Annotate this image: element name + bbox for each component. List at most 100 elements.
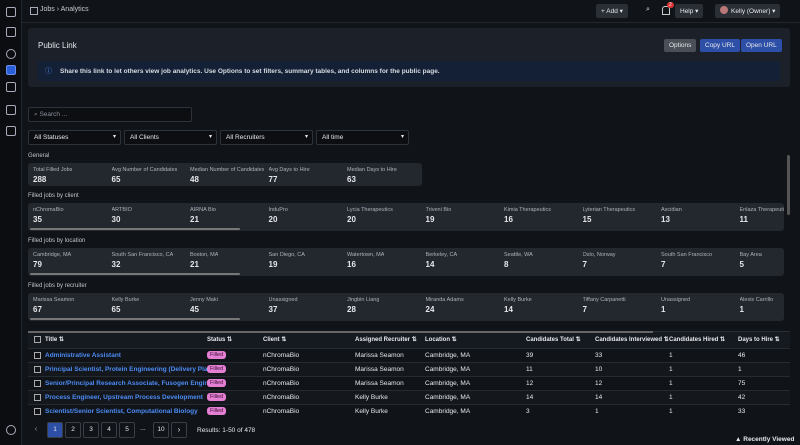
icon[interactable] — [6, 126, 16, 136]
metric-label: Bay Area — [739, 252, 762, 258]
filter-dropdown[interactable]: All time ▾ — [316, 130, 409, 145]
checkbox[interactable] — [34, 336, 41, 343]
scroll-thumb — [30, 273, 240, 275]
search-input[interactable]: ⌕ Search ... — [28, 107, 192, 122]
bell[interactable] — [662, 6, 670, 15]
search-icon[interactable]: ⌕ — [646, 6, 650, 13]
icon — [30, 7, 38, 15]
metric-label: South San Francisco — [661, 252, 713, 258]
metric-value: 65 — [111, 175, 121, 184]
metric-label: Kimia Therapeutics — [504, 207, 551, 213]
crumb[interactable]: Jobs — [40, 6, 55, 13]
metric-label: AIRNA Bio — [190, 207, 216, 213]
checkbox[interactable] — [34, 394, 41, 401]
column-header[interactable]: Status ⇅ — [207, 337, 233, 343]
recently-viewed[interactable]: ▲ Recently Viewed — [735, 436, 795, 443]
icon[interactable] — [6, 425, 16, 435]
metric-value: 37 — [268, 305, 278, 314]
job-title-link[interactable]: Senior/Principal Research Associate, Fus… — [45, 380, 214, 387]
metric-value: 28 — [347, 305, 356, 314]
column-header[interactable]: Location ⇅ — [425, 337, 457, 343]
help-button[interactable]: Help ▾ — [675, 4, 704, 18]
job-title-link[interactable]: Scientist/Senior Scientist, Computationa… — [45, 408, 198, 415]
public-link-panel: Public Link Options Copy URL Open URL ⓘ … — [28, 28, 790, 87]
cell: 33 — [595, 352, 603, 359]
copy-url-button[interactable]: Copy URL — [700, 39, 740, 52]
job-title-link[interactable]: Process Engineer, Upstream Process Devel… — [45, 394, 203, 401]
icon[interactable] — [6, 27, 16, 37]
badge: 2 — [667, 2, 674, 8]
metric-value: 77 — [268, 175, 278, 184]
page-button[interactable]: 10 — [153, 422, 169, 438]
cell: 1 — [669, 408, 673, 415]
metric-value: 7 — [661, 260, 666, 269]
options-button[interactable]: Options — [664, 39, 697, 52]
filter-dropdown[interactable]: All Statuses ▾ — [28, 130, 121, 145]
page-button[interactable]: 1 — [47, 422, 63, 438]
metric-label: Oslo, Norway — [582, 252, 616, 258]
caret: ▾ — [112, 134, 116, 140]
metric-value: 19 — [268, 260, 278, 269]
filter-dropdown[interactable]: All Clients ▾ — [124, 130, 217, 145]
column-header[interactable]: Candidates Interviewed ⇅ — [595, 337, 669, 343]
column-header[interactable]: Assigned Recruiter ⇅ — [355, 337, 417, 343]
checkbox[interactable] — [34, 380, 41, 387]
icon[interactable] — [6, 105, 16, 115]
user-menu[interactable]: Kelly (Owner) ▾ — [715, 4, 781, 18]
cell: 14 — [595, 394, 603, 401]
page-button[interactable]: 2 — [65, 422, 81, 438]
metric-label: Avg Days to Hire — [268, 167, 310, 173]
header-text: Client — [263, 337, 280, 343]
metric-label: Tiffany Carpanetti — [582, 297, 626, 303]
metric-label: Jingbin Liang — [347, 297, 380, 303]
page-button[interactable]: 5 — [119, 422, 135, 438]
crumb: Analytics — [60, 6, 89, 13]
cell: 1 — [738, 366, 742, 373]
breadcrumb: Jobs › Analytics — [40, 6, 89, 13]
prev-button[interactable]: ‹ — [34, 424, 38, 433]
cell: Marissa Seamon — [355, 366, 404, 373]
cell: Cambridge, MA — [425, 366, 471, 373]
open-url-button[interactable]: Open URL — [741, 39, 782, 52]
column-header[interactable]: Candidates Total ⇅ — [526, 337, 581, 343]
cell: 33 — [738, 408, 746, 415]
column-header[interactable]: Candidates Hired ⇅ — [669, 337, 726, 343]
metric-value: 16 — [347, 260, 356, 269]
metric-label: Marissa Seamon — [33, 297, 75, 303]
job-title-link[interactable]: Principal Scientist, Protein Engineering… — [45, 366, 218, 373]
checkbox[interactable] — [34, 408, 41, 415]
next-button[interactable]: › — [171, 422, 187, 438]
icon[interactable] — [6, 65, 16, 75]
add-button[interactable]: + Add ▾ — [596, 4, 628, 18]
checkbox[interactable] — [34, 366, 41, 373]
metric-label: InduPro — [268, 207, 288, 213]
row-bg — [28, 348, 790, 363]
sidebar — [0, 0, 22, 445]
job-title-link[interactable]: Administrative Assistant — [45, 352, 121, 359]
icon[interactable] — [6, 49, 16, 59]
column-header[interactable]: Client ⇅ — [263, 337, 287, 343]
page-button[interactable]: 4 — [101, 422, 117, 438]
icon[interactable] — [6, 82, 16, 92]
checkbox[interactable] — [34, 352, 41, 359]
column-header[interactable]: Days to Hire ⇅ — [738, 337, 780, 343]
jobs-table: Title ⇅ Status ⇅ Client ⇅ Assigned Recruite… — [28, 331, 790, 416]
column-header[interactable]: Title ⇅ — [45, 337, 64, 343]
results-count: Results: 1-50 of 478 — [197, 427, 256, 434]
filter-dropdown[interactable]: All Recruiters ▾ — [220, 130, 313, 145]
summary-card: Total Filled Jobs 288 Avg Number of Candid… — [28, 163, 422, 186]
page-button[interactable]: 3 — [83, 422, 99, 438]
metric-value: 288 — [33, 175, 47, 184]
metric-label: Kelly Burke — [504, 297, 532, 303]
cell: Cambridge, MA — [425, 380, 471, 387]
metric-value: 19 — [425, 215, 435, 224]
section-title: Filled jobs by client — [28, 193, 79, 199]
metric-value: 15 — [582, 215, 592, 224]
label: Recently Viewed — [743, 436, 795, 443]
avatar — [720, 6, 728, 14]
metric-label: Median Number of Candidates — [190, 167, 264, 173]
metric-label: Cambridge, MA — [33, 252, 72, 258]
icon[interactable] — [6, 7, 16, 17]
summary-card: Cambridge, MA 79 South San Francisco, CA 32… — [28, 248, 784, 276]
